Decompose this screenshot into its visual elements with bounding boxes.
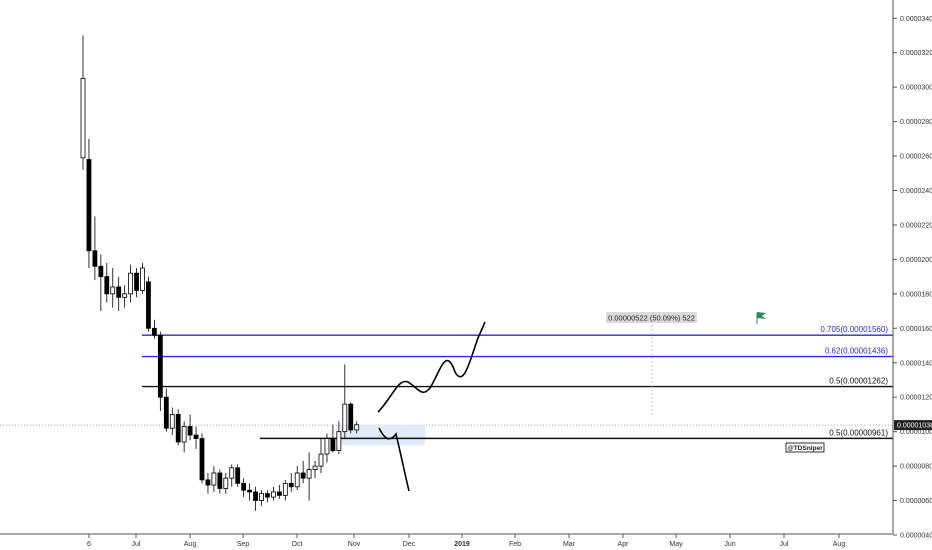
candle-down — [348, 403, 354, 431]
current-price-badge — [894, 420, 932, 431]
x-tick-label: Dec — [403, 541, 416, 548]
candle-up — [336, 431, 342, 451]
fib-levels: 0.705(0.00001560) 0.62(0.00001436) 0.5(0.0… — [142, 325, 893, 440]
x-tick-label: Feb — [509, 541, 521, 548]
candle-up — [128, 272, 134, 295]
candle-up — [270, 491, 276, 498]
candle-up — [122, 293, 128, 298]
measure-badge — [606, 312, 697, 323]
fib-level-label: 0.5(0.00000961) — [829, 428, 888, 437]
candle-down — [151, 327, 157, 336]
fib-level-label: 0.62(0.00001436) — [825, 347, 889, 356]
candle-up — [259, 493, 264, 501]
candle-down — [247, 489, 253, 493]
candle-down — [187, 426, 193, 436]
candle-down — [276, 491, 282, 496]
x-tick-label: 2019 — [454, 541, 470, 548]
x-tick-label: Aug — [184, 541, 197, 548]
x-tick-label: Oct — [292, 541, 303, 548]
candle-up — [223, 477, 229, 489]
bearish-projection — [378, 427, 410, 492]
fib-level-label: 0.705(0.00001560) — [820, 325, 888, 334]
candle-down — [235, 467, 241, 484]
candle-down — [116, 286, 122, 298]
candle-up — [294, 472, 300, 488]
author-tag: @TDSniper — [787, 445, 823, 452]
candle-down — [175, 414, 181, 443]
flag-icon — [757, 312, 766, 319]
x-tick-label: Jun — [724, 541, 735, 548]
candle-down — [92, 250, 98, 267]
candle-up — [312, 465, 318, 470]
annotations: 0.00000522 (50.09%) 522 @TDSniper — [606, 312, 825, 453]
candle-down — [163, 396, 169, 429]
candle-up — [80, 78, 86, 159]
candle-down — [288, 482, 294, 488]
candle-down — [241, 482, 247, 491]
candle-down — [300, 472, 306, 479]
candle-up — [306, 469, 312, 479]
candle-down — [146, 281, 151, 329]
candle-down — [253, 491, 258, 501]
x-tick-label: Jul — [132, 541, 141, 548]
x-tick-label: Apr — [618, 541, 630, 548]
candle-down — [157, 334, 163, 398]
x-tick-label: Aug — [833, 541, 846, 548]
candle-down — [193, 434, 199, 439]
author-tag-box — [785, 442, 825, 453]
candle-down — [217, 472, 223, 489]
candle-up — [140, 267, 145, 291]
candle-up — [169, 414, 175, 429]
measure-label: 0.00000522 (50.09%) 522 — [608, 314, 695, 323]
candle-series — [80, 35, 360, 511]
projection-paths — [377, 321, 486, 492]
candle-down — [98, 265, 104, 278]
candle-down — [104, 276, 110, 295]
candle-down — [199, 438, 205, 481]
x-tick-label: Jul — [780, 541, 789, 548]
candle-up — [324, 438, 330, 455]
candle-down — [265, 493, 270, 498]
candle-down — [86, 159, 92, 252]
candle-up — [318, 453, 324, 467]
x-tick-label: Sep — [237, 541, 250, 548]
bullish-projection — [377, 321, 486, 413]
candle-up — [342, 403, 348, 433]
candle-down — [134, 272, 139, 291]
candle-up — [354, 424, 360, 431]
x-tick-label: May — [669, 541, 683, 548]
candle-down — [330, 438, 336, 451]
candle-up — [110, 286, 116, 295]
candle-up — [229, 467, 235, 479]
x-tick-label: Mar — [563, 541, 576, 548]
x-tick-label: 6 — [87, 541, 91, 548]
fib-level-label: 0.5(0.00001262) — [829, 377, 888, 386]
x-tick-label: Nov — [348, 541, 361, 548]
candle-up — [211, 472, 217, 486]
candle-down — [205, 479, 211, 486]
candle-up — [282, 482, 288, 496]
candle-up — [181, 426, 187, 443]
current-price-label: 0.00001038 — [897, 423, 932, 430]
